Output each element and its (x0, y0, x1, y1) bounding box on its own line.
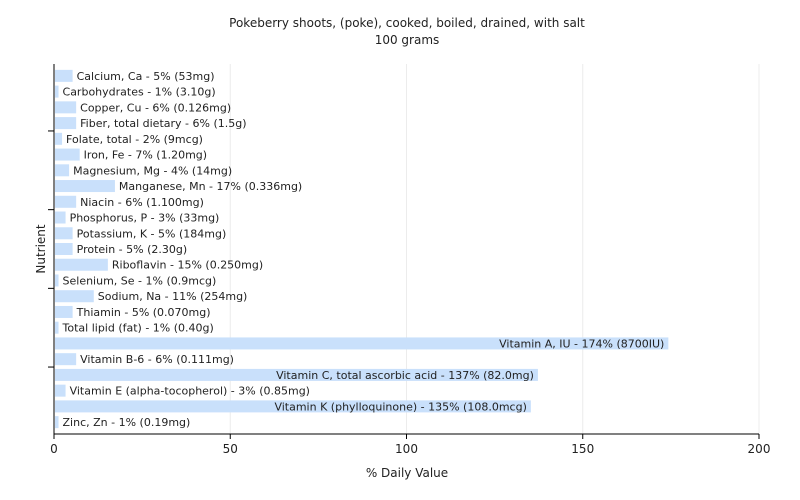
bar-label-6: Magnesium, Mg - 4% (14mg) (73, 164, 232, 177)
bar-label-4: Folate, total - 2% (9mcg) (66, 133, 203, 146)
x-tick-label-3: 150 (571, 442, 594, 456)
bar-label-1: Carbohydrates - 1% (3.10g) (63, 86, 216, 99)
bar-label-16: Total lipid (fat) - 1% (0.40g) (62, 322, 214, 335)
bar-4 (55, 132, 63, 145)
bar-label-18: Vitamin B-6 - 6% (0.111mg) (80, 353, 234, 366)
bar-label-15: Thiamin - 5% (0.070mg) (76, 306, 211, 319)
bar-11 (55, 243, 73, 255)
bar-label-12: Riboflavin - 15% (0.250mg) (112, 259, 263, 272)
bar-label-3: Fiber, total dietary - 6% (1.5g) (80, 117, 246, 130)
bar-22 (55, 416, 59, 429)
chart-title: Pokeberry shoots, (poke), cooked, boiled… (229, 16, 585, 30)
bar-label-9: Phosphorus, P - 3% (33mg) (70, 212, 220, 225)
bar-label-17: Vitamin A, IU - 174% (8700IU) (499, 337, 664, 350)
x-tick-label-0: 0 (50, 442, 58, 456)
bar-16 (55, 321, 59, 334)
bar-label-22: Zinc, Zn - 1% (0.19mg) (63, 416, 191, 429)
bar-label-2: Copper, Cu - 6% (0.126mg) (80, 101, 231, 114)
bar-3 (55, 117, 77, 130)
bar-7 (55, 180, 115, 193)
bar-13 (55, 274, 59, 287)
bar-5 (55, 148, 80, 161)
bar-20 (55, 384, 66, 397)
bar-21 (55, 400, 531, 413)
bar-1 (55, 85, 59, 98)
x-tick-label-2: 100 (395, 442, 418, 456)
axes: 0 50 100 150 200 (48, 64, 770, 456)
bar-12 (55, 258, 108, 271)
bar-6 (55, 164, 70, 177)
bar-10 (55, 227, 73, 240)
bar-17 (55, 337, 669, 350)
bar-0 (55, 69, 73, 82)
bar-8 (55, 195, 77, 208)
bar-19 (55, 368, 538, 381)
y-axis-label: Nutrient (34, 224, 48, 274)
bar-label-20: Vitamin E (alpha-tocopherol) - 3% (0.85m… (70, 385, 310, 398)
bar-label-5: Iron, Fe - 7% (1.20mg) (84, 149, 207, 162)
bar-label-14: Sodium, Na - 11% (254mg) (98, 290, 248, 303)
bar-label-7: Manganese, Mn - 17% (0.336mg) (119, 180, 302, 193)
bar-18 (55, 353, 77, 366)
chart-subtitle: 100 grams (375, 33, 440, 47)
bar-14 (55, 290, 94, 303)
bar-label-10: Potassium, K - 5% (184mg) (77, 227, 227, 240)
bar-label-19: Vitamin C, total ascorbic acid - 137% (8… (276, 369, 534, 382)
bar-label-11: Protein - 5% (2.30g) (77, 243, 188, 256)
x-tick-label-4: 200 (748, 442, 771, 456)
bar-label-13: Selenium, Se - 1% (0.9mcg) (63, 274, 217, 287)
bars: Calcium, Ca - 5% (53mg) Carbohydrates - 1… (55, 69, 669, 429)
bar-2 (55, 101, 77, 114)
bar-15 (55, 305, 73, 318)
bar-9 (55, 211, 66, 224)
x-tick-label-1: 50 (223, 442, 238, 456)
x-axis-label: % Daily Value (366, 466, 448, 480)
bar-label-0: Calcium, Ca - 5% (53mg) (77, 70, 215, 83)
bar-label-8: Niacin - 6% (1.100mg) (80, 196, 204, 209)
bar-label-21: Vitamin K (phylloquinone) - 135% (108.0m… (274, 400, 526, 413)
